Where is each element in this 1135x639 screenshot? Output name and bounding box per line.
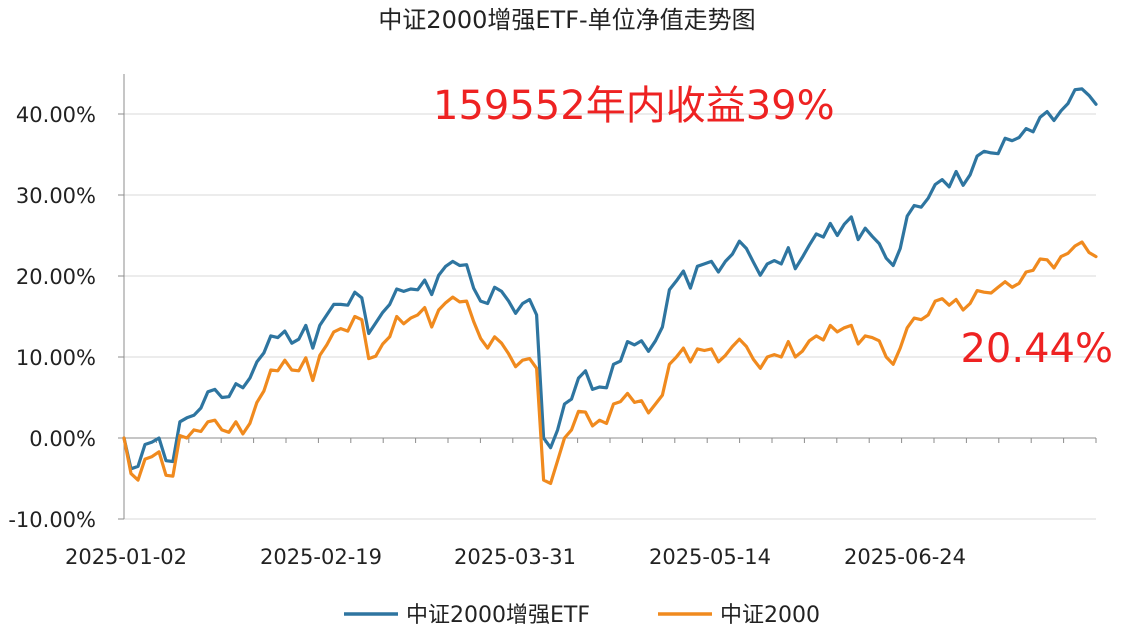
legend-label-etf: 中证2000增强ETF: [406, 603, 590, 628]
y-tick-label: -10.00%: [8, 508, 96, 532]
y-tick-label: 20.00%: [16, 265, 96, 289]
x-tick-label: 2025-05-14: [649, 545, 771, 569]
y-tick-label: 0.00%: [29, 427, 96, 451]
series-line-index: [122, 240, 1098, 485]
x-tick-label: 2025-02-19: [260, 545, 382, 569]
legend: 中证2000增强ETF 中证2000: [344, 603, 820, 628]
x-axis: 2025-01-02 2025-02-19 2025-03-31 2025-05-14…: [65, 437, 1097, 569]
legend-label-index: 中证2000: [720, 603, 820, 628]
x-tick-label: 2025-06-24: [844, 545, 966, 569]
x-tick-label: 2025-01-02: [65, 545, 187, 569]
y-tick-label: 30.00%: [16, 184, 96, 208]
gridlines: [124, 113, 1096, 520]
annotation-index-return: 20.44%: [960, 326, 1113, 372]
annotation-etf-return: 159552年内收益39%: [433, 83, 835, 129]
y-axis: -10.00% 0.00% 10.00% 20.00% 30.00% 40.00%: [8, 74, 125, 532]
chart-title: 中证2000增强ETF-单位净值走势图: [378, 6, 755, 34]
y-tick-label: 10.00%: [16, 346, 96, 370]
series-lines: [122, 87, 1098, 485]
x-tick-label: 2025-03-31: [454, 545, 576, 569]
y-tick-label: 40.00%: [16, 103, 96, 127]
series-line-etf: [122, 87, 1098, 471]
